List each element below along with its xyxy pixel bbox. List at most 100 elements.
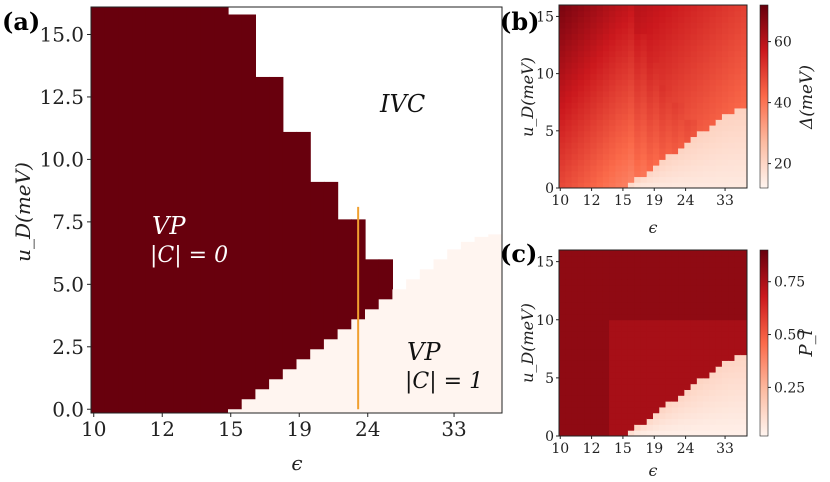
heatmap-cell — [740, 255, 748, 263]
heatmap-cell — [584, 33, 591, 40]
heatmap-cell — [621, 372, 629, 379]
heatmap-cell — [646, 85, 654, 92]
heatmap-cell — [696, 165, 704, 172]
heatmap-cell — [565, 366, 573, 373]
heatmap-cell — [734, 395, 742, 402]
heatmap-cell — [571, 159, 579, 166]
heatmap-cell — [609, 90, 616, 97]
heatmap-cell — [665, 56, 673, 63]
heatmap-cell — [703, 273, 710, 280]
heatmap-cell — [596, 325, 604, 332]
heatmap-cell — [665, 96, 673, 103]
heatmap-cell — [715, 62, 723, 69]
heatmap-cell — [634, 125, 641, 132]
heatmap-cell — [671, 90, 679, 97]
heatmap-cell — [709, 85, 717, 92]
heatmap-cell — [565, 62, 573, 69]
heatmap-cell — [678, 319, 685, 327]
heatmap-cell — [627, 430, 635, 437]
heatmap-cell — [678, 337, 685, 344]
heatmap-cell — [634, 296, 641, 303]
heatmap-cell — [740, 79, 748, 86]
heatmap-cell — [559, 45, 566, 52]
heatmap-cell — [709, 261, 717, 268]
heatmap-cell — [577, 331, 585, 338]
heatmap-cell — [646, 73, 654, 80]
heatmap-cell — [584, 73, 591, 80]
heatmap-cell — [559, 39, 566, 46]
heatmap-cell — [696, 372, 704, 379]
heatmap-cell — [596, 5, 604, 12]
heatmap-cell — [696, 90, 704, 97]
heatmap-cell — [609, 56, 616, 63]
heatmap-cell — [740, 27, 748, 35]
heatmap-cell — [696, 383, 704, 390]
heatmap-cell — [703, 348, 710, 356]
heatmap-cell — [715, 308, 723, 315]
heatmap-cell — [678, 170, 685, 178]
heatmap-cell — [665, 67, 673, 75]
heatmap-cell — [646, 165, 654, 172]
heatmap-cell — [696, 360, 704, 367]
heatmap-cell — [565, 27, 573, 35]
heatmap-cell — [709, 284, 717, 292]
heatmap-cell — [659, 401, 667, 408]
heatmap-cell — [640, 337, 648, 344]
heatmap-cell — [646, 16, 654, 23]
heatmap-cell — [571, 412, 579, 420]
heatmap-cell — [646, 337, 654, 344]
heatmap-cell — [634, 331, 641, 338]
heatmap-cell — [690, 159, 698, 166]
heatmap-cell — [559, 296, 566, 303]
heatmap-cell — [721, 130, 729, 138]
heatmap-cell — [577, 165, 585, 172]
heatmap-cell — [621, 319, 629, 327]
heatmap-cell — [740, 119, 748, 126]
heatmap-cell — [590, 73, 598, 80]
heatmap-cell — [609, 113, 616, 120]
heatmap-cell — [696, 296, 704, 303]
heatmap-cell — [671, 5, 679, 12]
heatmap-cell — [627, 107, 635, 115]
heatmap-cell — [696, 10, 704, 17]
heatmap-cell — [721, 50, 729, 57]
heatmap-cell — [577, 366, 585, 373]
heatmap-cell — [584, 331, 591, 338]
heatmap-cell — [709, 90, 717, 97]
heatmap-cell — [671, 96, 679, 103]
heatmap-cell — [715, 279, 723, 286]
heatmap-cell — [653, 5, 660, 12]
heatmap-cell — [596, 125, 604, 132]
heatmap-cell — [665, 22, 673, 29]
heatmap-cell — [734, 136, 742, 143]
heatmap-cell — [590, 348, 598, 356]
heatmap-cell — [640, 354, 648, 361]
heatmap-cell — [590, 296, 598, 303]
heatmap-cell — [565, 56, 573, 63]
heatmap-cell — [659, 62, 667, 69]
heatmap-cell — [696, 284, 704, 292]
heatmap-cell — [659, 10, 667, 17]
heatmap-cell — [627, 319, 635, 327]
heatmap-cell — [609, 107, 616, 115]
heatmap-cell — [640, 366, 648, 373]
heatmap-cell — [671, 170, 679, 178]
heatmap-cell — [696, 50, 704, 57]
heatmap-cell — [596, 159, 604, 166]
heatmap-cell — [559, 337, 566, 344]
heatmap-cell — [602, 33, 610, 40]
heatmap-cell — [665, 130, 673, 138]
heatmap-cell — [646, 50, 654, 57]
heatmap-cell — [671, 182, 679, 189]
heatmap-cell — [584, 406, 591, 414]
heatmap-cell — [596, 165, 604, 172]
heatmap-cell — [596, 250, 604, 257]
heatmap-cell — [609, 383, 616, 390]
heatmap-cell — [684, 142, 692, 149]
heatmap-cell — [703, 255, 710, 263]
heatmap-cell — [678, 308, 685, 315]
heatmap-cell — [665, 113, 673, 120]
x-tick-label: 10 — [81, 417, 106, 441]
heatmap-cell — [571, 284, 579, 292]
heatmap-cell — [678, 261, 685, 268]
